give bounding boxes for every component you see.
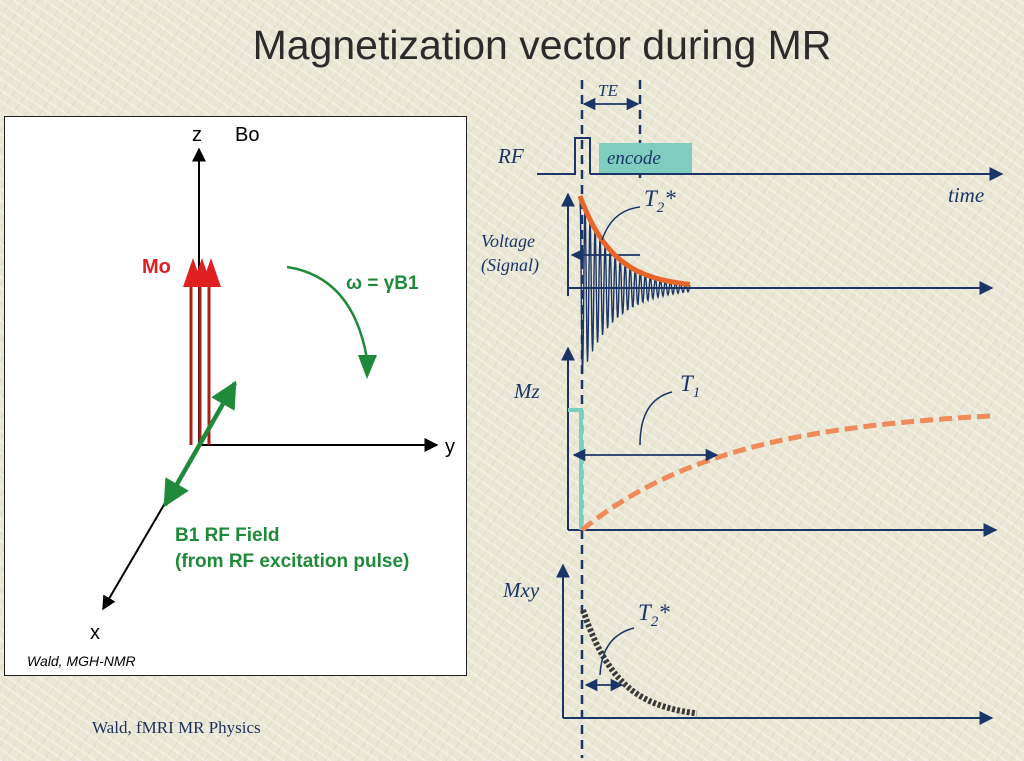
t2star-pointer [601,206,641,241]
credit-label: Wald, MGH-NMR [27,653,136,669]
encode-label: encode [607,148,661,169]
rotation-arrow [286,265,369,360]
t2star2-label: T2* [638,600,670,630]
t1-label: T1 [680,371,700,401]
footer-credit: Wald, fMRI MR Physics [92,718,261,737]
magnetization-vector-panel: z Bo y x Mo ω = γB1 B1 RF Field (from RF… [4,116,467,676]
te-label: TE [598,81,618,100]
mz-label: Mz [513,379,540,403]
b1-field-vector [163,380,237,508]
t2star-label: T2* [644,186,676,216]
encode-block [599,143,692,173]
voltage-label-line2: (Signal) [481,255,539,276]
mz-t1-recovery-curve [580,413,997,532]
x-axis-label: x [90,622,100,644]
t2star2-pointer [599,627,635,676]
rf-pulse-line [537,137,591,175]
vector-diagram-svg: z Bo y x Mo ω = γB1 B1 RF Field (from RF… [27,124,455,669]
time-label: time [948,183,984,207]
rotation-arrowhead [358,355,377,379]
mz-initial-step [568,408,583,530]
t1-pointer [639,391,673,446]
slide-title: Magnetization vector during MR [252,22,832,68]
mxy-t2star-decay-curve [580,609,698,717]
b1-label-line1: B1 RF Field [175,525,280,546]
bo-label: Bo [235,124,259,146]
mo-label: Mo [142,256,171,278]
omega-label: ω = γB1 [346,273,419,294]
mxy-label: Mxy [502,578,540,602]
fid-signal-oscillation [579,195,691,374]
voltage-label-line1: Voltage [481,231,535,251]
rf-label: RF [497,144,524,168]
y-axis-label: y [445,436,455,458]
b1-label-line2: (from RF excitation pulse) [175,551,409,572]
t2star-envelope-curve [577,195,691,287]
z-axis-label: z [192,124,202,146]
